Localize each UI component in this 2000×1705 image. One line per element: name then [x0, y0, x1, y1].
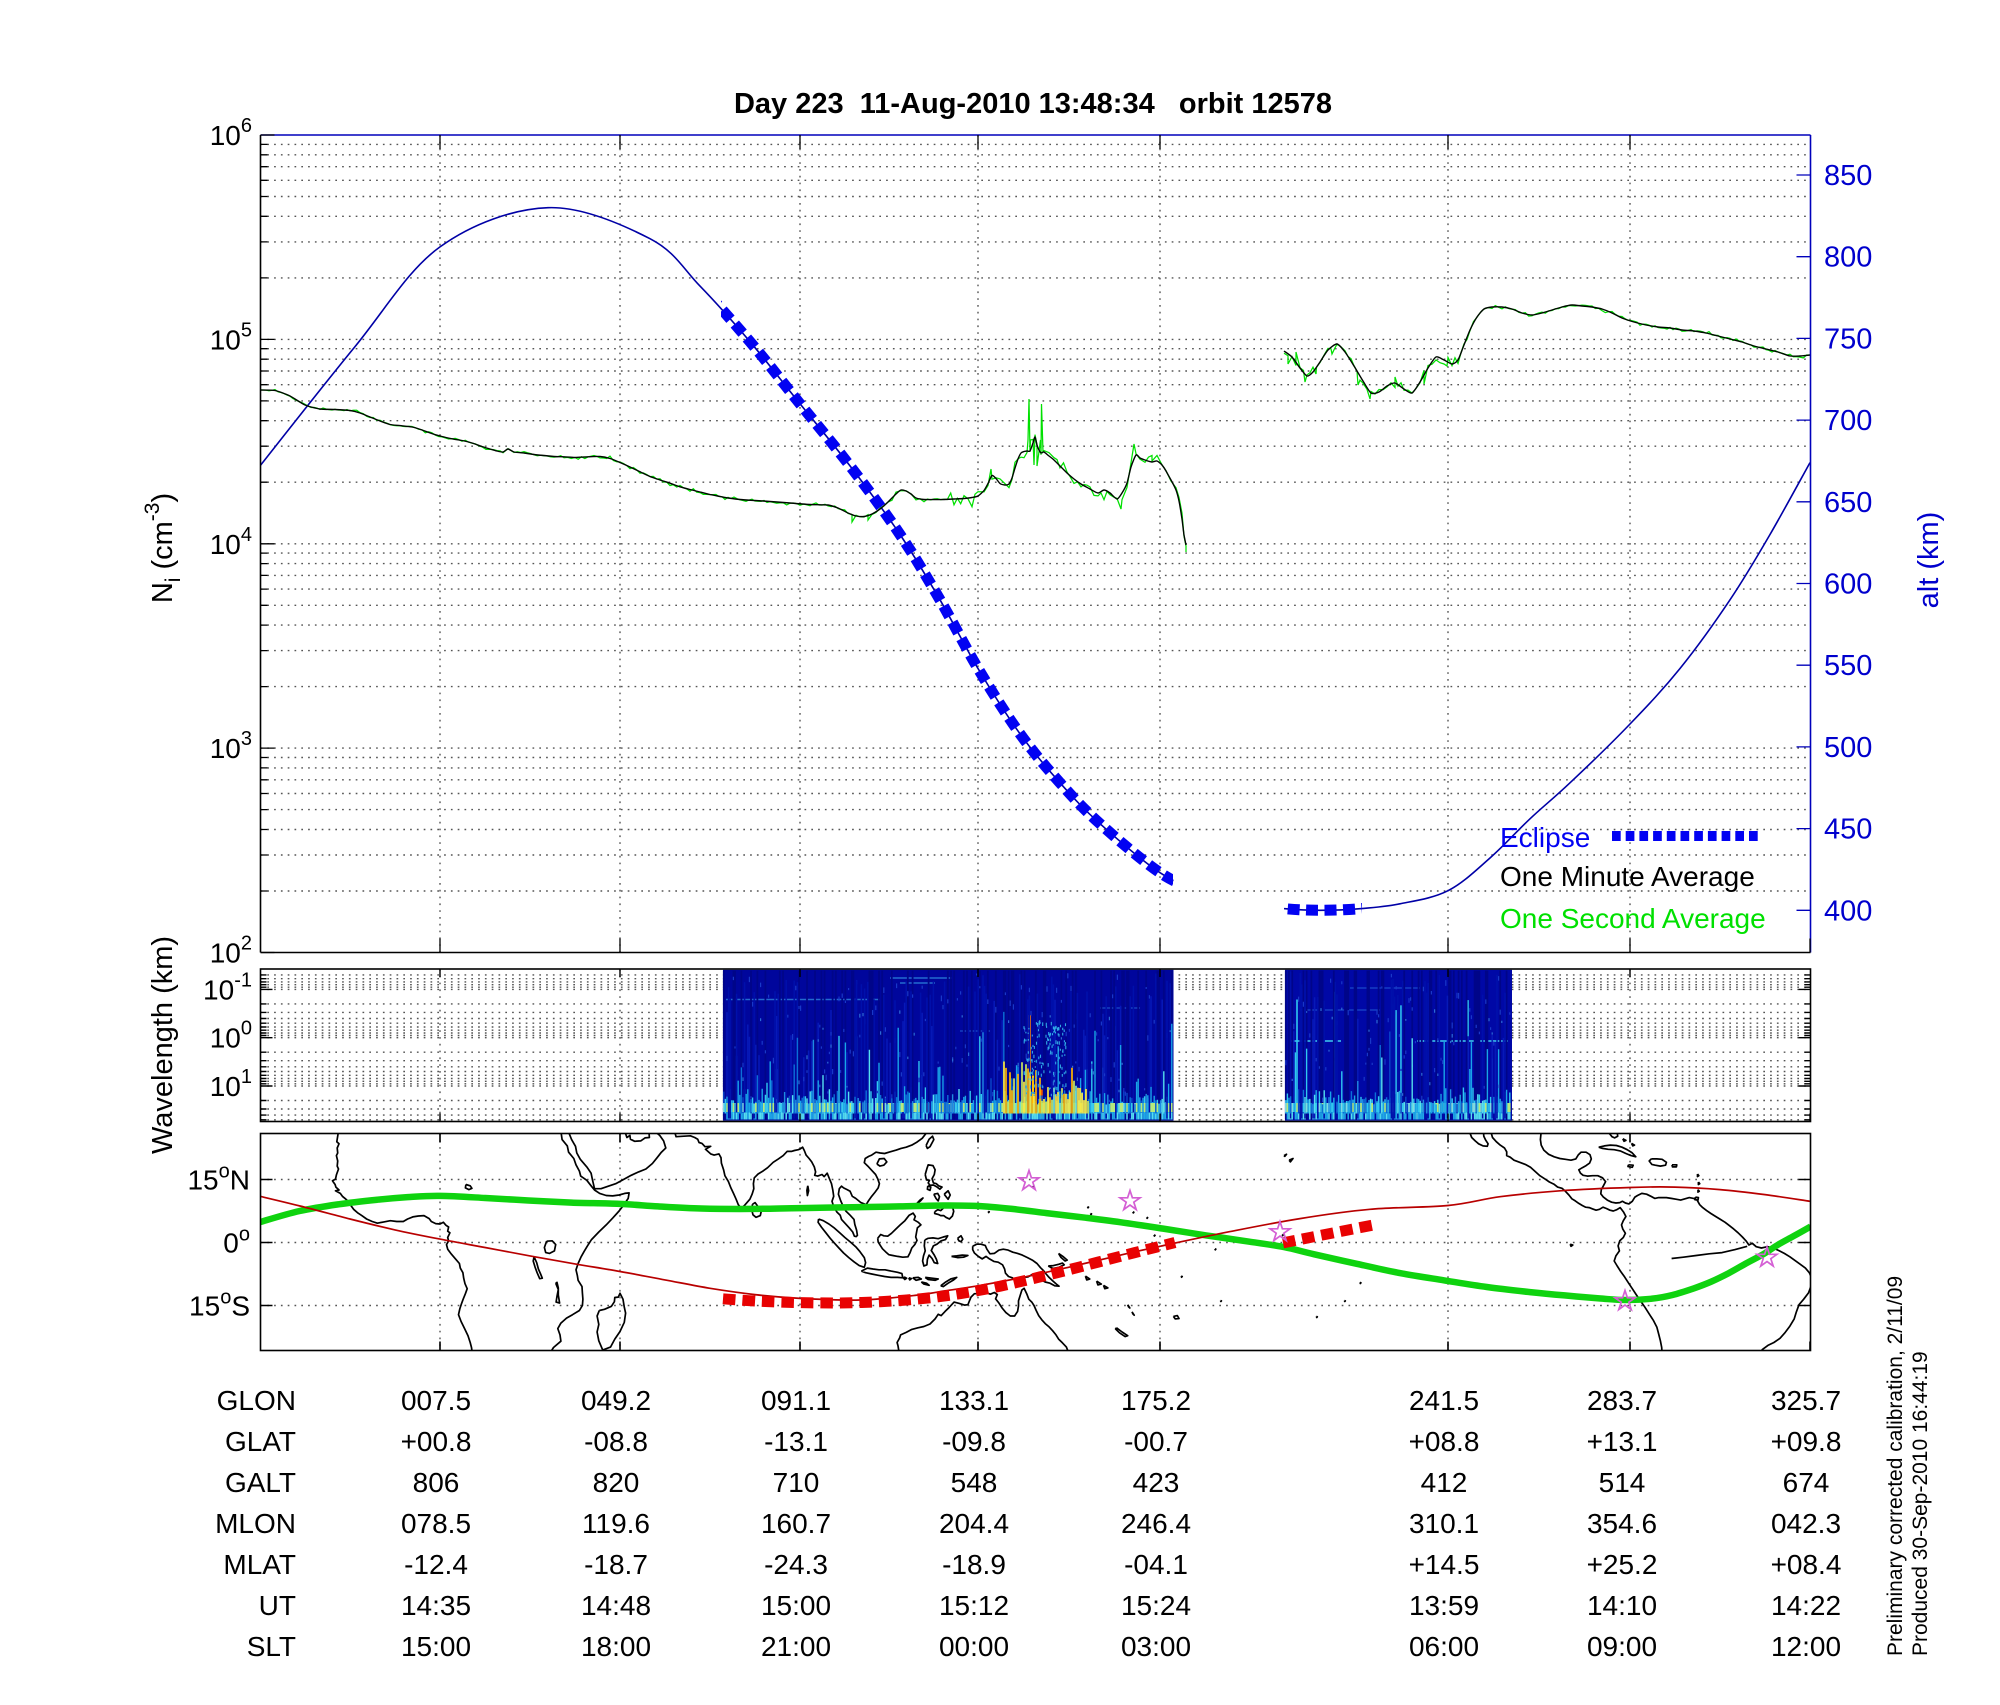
- svg-text:GALT: GALT: [225, 1467, 296, 1498]
- svg-text:One Second Average: One Second Average: [1500, 903, 1766, 934]
- svg-text:13:59: 13:59: [1409, 1590, 1479, 1621]
- svg-text:820: 820: [593, 1467, 640, 1498]
- svg-text:06:00: 06:00: [1409, 1631, 1479, 1662]
- svg-text:650: 650: [1824, 487, 1872, 519]
- svg-text:12:00: 12:00: [1771, 1631, 1841, 1662]
- svg-text:700: 700: [1824, 405, 1872, 437]
- svg-text:850: 850: [1824, 160, 1872, 192]
- svg-text:MLAT: MLAT: [223, 1549, 296, 1580]
- svg-text:325.7: 325.7: [1771, 1385, 1841, 1416]
- svg-text:750: 750: [1824, 323, 1872, 355]
- svg-text:-18.7: -18.7: [584, 1549, 648, 1580]
- svg-text:450: 450: [1824, 814, 1872, 846]
- svg-text:514: 514: [1599, 1467, 1646, 1498]
- svg-text:09:00: 09:00: [1587, 1631, 1657, 1662]
- svg-text:-09.8: -09.8: [942, 1426, 1006, 1457]
- svg-text:UT: UT: [259, 1590, 296, 1621]
- svg-text:800: 800: [1824, 242, 1872, 274]
- svg-text:-04.1: -04.1: [1124, 1549, 1188, 1580]
- svg-text:-00.7: -00.7: [1124, 1426, 1188, 1457]
- svg-text:548: 548: [951, 1467, 998, 1498]
- svg-text:-18.9: -18.9: [942, 1549, 1006, 1580]
- svg-text:042.3: 042.3: [1771, 1508, 1841, 1539]
- svg-text:246.4: 246.4: [1121, 1508, 1191, 1539]
- svg-text:14:10: 14:10: [1587, 1590, 1657, 1621]
- svg-text:14:35: 14:35: [401, 1590, 471, 1621]
- svg-text:078.5: 078.5: [401, 1508, 471, 1539]
- svg-text:15:00: 15:00: [761, 1590, 831, 1621]
- svg-text:03:00: 03:00: [1121, 1631, 1191, 1662]
- svg-text:15:00: 15:00: [401, 1631, 471, 1662]
- svg-text:15:12: 15:12: [939, 1590, 1009, 1621]
- svg-text:alt (km): alt (km): [1913, 512, 1945, 609]
- svg-text:-12.4: -12.4: [404, 1549, 468, 1580]
- svg-text:15oS: 15oS: [189, 1287, 250, 1322]
- svg-text:Produced 30-Sep-2010 16:44:19: Produced 30-Sep-2010 16:44:19: [1909, 1351, 1932, 1656]
- svg-text:18:00: 18:00: [581, 1631, 651, 1662]
- svg-text:21:00: 21:00: [761, 1631, 831, 1662]
- svg-text:400: 400: [1824, 895, 1872, 927]
- svg-text:15oN: 15oN: [187, 1161, 250, 1196]
- svg-text:175.2: 175.2: [1121, 1385, 1191, 1416]
- svg-text:+25.2: +25.2: [1587, 1549, 1658, 1580]
- svg-text:674: 674: [1783, 1467, 1830, 1498]
- svg-text:241.5: 241.5: [1409, 1385, 1479, 1416]
- svg-text:-13.1: -13.1: [764, 1426, 828, 1457]
- svg-text:007.5: 007.5: [401, 1385, 471, 1416]
- svg-text:GLON: GLON: [217, 1385, 296, 1416]
- svg-text:710: 710: [773, 1467, 820, 1498]
- svg-text:GLAT: GLAT: [225, 1426, 296, 1457]
- svg-text:One Minute Average: One Minute Average: [1500, 861, 1755, 892]
- svg-text:SLT: SLT: [247, 1631, 296, 1662]
- svg-text:+08.8: +08.8: [1409, 1426, 1480, 1457]
- svg-text:423: 423: [1133, 1467, 1180, 1498]
- svg-text:310.1: 310.1: [1409, 1508, 1479, 1539]
- svg-text:00:00: 00:00: [939, 1631, 1009, 1662]
- svg-text:204.4: 204.4: [939, 1508, 1009, 1539]
- svg-text:Day 223 11-Aug-2010 13:48:34: Day 223 11-Aug-2010 13:48:34 orbit 12578: [734, 88, 1332, 120]
- svg-text:500: 500: [1824, 732, 1872, 764]
- svg-text:133.1: 133.1: [939, 1385, 1009, 1416]
- svg-text:160.7: 160.7: [761, 1508, 831, 1539]
- svg-text:14:48: 14:48: [581, 1590, 651, 1621]
- svg-text:119.6: 119.6: [582, 1508, 650, 1539]
- svg-text:Wavelength (km): Wavelength (km): [147, 936, 179, 1154]
- svg-text:+09.8: +09.8: [1771, 1426, 1842, 1457]
- svg-text:14:22: 14:22: [1771, 1590, 1841, 1621]
- svg-text:600: 600: [1824, 569, 1872, 601]
- svg-text:091.1: 091.1: [761, 1385, 831, 1416]
- svg-text:-24.3: -24.3: [764, 1549, 828, 1580]
- svg-text:15:24: 15:24: [1121, 1590, 1191, 1621]
- svg-text:550: 550: [1824, 650, 1872, 682]
- svg-text:283.7: 283.7: [1587, 1385, 1657, 1416]
- svg-text:+14.5: +14.5: [1409, 1549, 1480, 1580]
- svg-text:+08.4: +08.4: [1771, 1549, 1842, 1580]
- svg-text:-08.8: -08.8: [584, 1426, 648, 1457]
- svg-text:412: 412: [1421, 1467, 1468, 1498]
- svg-text:MLON: MLON: [215, 1508, 296, 1539]
- svg-text:049.2: 049.2: [581, 1385, 651, 1416]
- svg-text:102: 102: [210, 933, 252, 969]
- svg-text:Preliminary corrected calibrat: Preliminary corrected calibration, 2/11/…: [1884, 1276, 1907, 1656]
- svg-text:806: 806: [413, 1467, 460, 1498]
- svg-text:+13.1: +13.1: [1587, 1426, 1658, 1457]
- svg-text:Eclipse: Eclipse: [1500, 822, 1590, 853]
- svg-text:354.6: 354.6: [1587, 1508, 1657, 1539]
- svg-text:+00.8: +00.8: [401, 1426, 472, 1457]
